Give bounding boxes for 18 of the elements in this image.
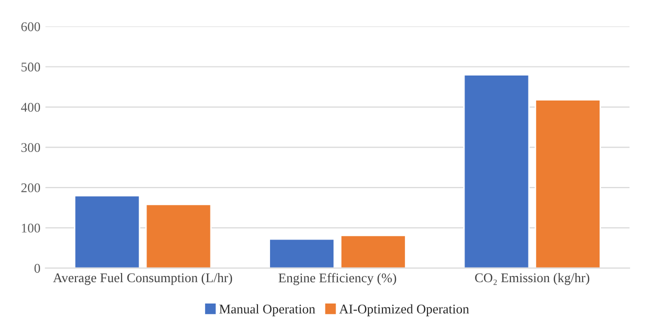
x-tick-label: CO₂ Emission (kg/hr) [475, 272, 590, 285]
y-tick-label: 0 [34, 264, 40, 273]
y-tick-label: 300 [21, 143, 40, 152]
x-tick-label: Average Fuel Consumption (L/hr) [53, 272, 232, 285]
bar [463, 74, 530, 268]
bar [145, 204, 212, 268]
bar [534, 99, 602, 268]
bar [340, 234, 406, 268]
legend-label: Manual Operation [219, 304, 316, 316]
y-tick-label: 400 [21, 102, 40, 112]
y-tick-label: 100 [22, 224, 40, 233]
legend-label: AI-Optimized Operation [339, 304, 469, 316]
y-tick-label: 600 [21, 22, 40, 32]
bar [268, 238, 335, 268]
y-tick-label: 500 [22, 62, 40, 72]
x-tick-label: Engine Efficiency (%) [278, 272, 396, 286]
y-tick-label: 200 [21, 183, 40, 192]
bar [74, 194, 140, 268]
